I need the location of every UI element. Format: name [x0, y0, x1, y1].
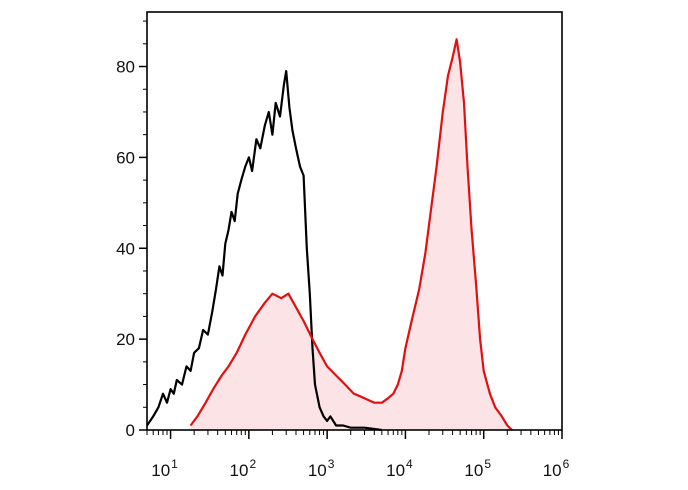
y-tick-label-2: 40 — [116, 239, 135, 258]
x-tick-label-5: 106 — [543, 457, 570, 480]
x-axis: 101 102 103 104 105 106 — [146, 430, 570, 480]
series-layer — [146, 38, 513, 432]
y-tick-label-4: 80 — [116, 58, 135, 77]
plot-frame — [146, 11, 563, 431]
x-tick-label-2: 103 — [308, 457, 335, 480]
series-0-line — [146, 70, 383, 432]
series-1-line — [189, 38, 513, 431]
y-tick-label-0: 0 — [126, 421, 135, 440]
x-tick-label-1: 102 — [230, 457, 257, 480]
series-1-fill — [190, 39, 512, 431]
y-axis: 0 20 40 60 80 — [116, 20, 147, 440]
x-tick-label-0: 101 — [151, 457, 178, 480]
y-tick-label-3: 60 — [116, 148, 135, 167]
x-tick-label-4: 105 — [464, 457, 491, 480]
x-tick-label-3: 104 — [386, 457, 413, 480]
y-tick-label-1: 20 — [116, 330, 135, 349]
